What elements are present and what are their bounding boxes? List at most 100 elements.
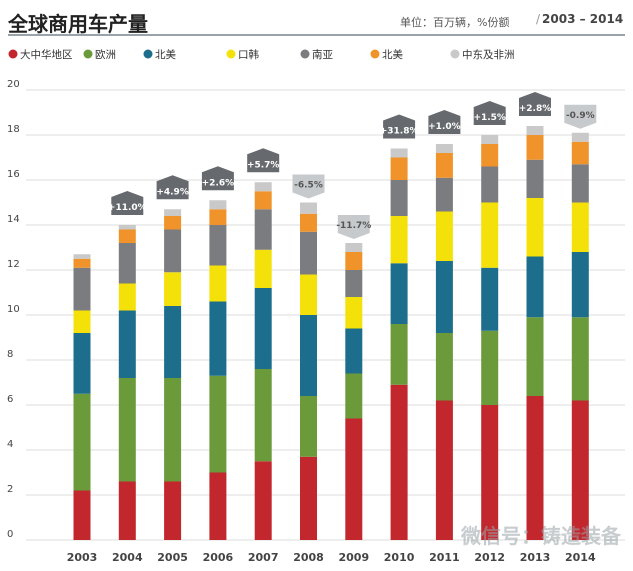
y-tick-label-10: 10 [7,304,20,315]
bar-2008-0 [300,456,317,540]
bar-2007-5 [254,191,272,210]
bar-2014-5 [571,141,589,165]
period-text: 2003 – 2014 [542,12,624,26]
y-tick-label-6: 6 [7,394,13,405]
bar-2011-5 [435,153,453,178]
bar-2010-3 [390,216,408,264]
bar-2008-2 [300,315,317,396]
bar-2014-1 [571,317,589,401]
x-tick-label-2008: 2008 [293,551,324,564]
bar-2004-2 [118,310,136,378]
x-tick-label-2004: 2004 [112,551,143,564]
bar-2005-0 [164,481,182,540]
bar-2011-1 [435,333,453,401]
bar-2014-4 [571,164,589,203]
bar-2005-2 [164,306,182,378]
annotation-badge-2010 [383,114,416,139]
bar-2013-6 [526,126,544,135]
bar-2008-3 [300,274,317,315]
bar-2004-4 [118,243,136,284]
bar-2014-2 [571,252,589,318]
chart-title: 全球商用车产量 [8,12,148,36]
period-label: /2003 – 2014 [536,12,624,26]
watermark-text: 微信号：铸造装备 [461,524,621,548]
bar-2003-3 [73,310,91,333]
bar-2008-4 [300,231,317,275]
annotation-badge-2011 [428,110,461,134]
annotation-text-2010: +31.8% [380,127,419,137]
bar-2013-5 [526,135,544,160]
legend-label-5: 北美 [382,48,403,61]
annotation-text-2012: +1.5% [473,113,506,123]
legend-swatch-1 [83,49,93,59]
y-tick-label-20: 20 [7,79,20,90]
bar-2003-4 [73,267,91,311]
bar-2003-6 [73,254,91,259]
bar-2007-2 [254,288,272,369]
y-tick-label-0: 0 [7,529,13,540]
annotation-badge-2008 [292,174,325,199]
bar-2012-1 [481,330,499,405]
bar-2011-6 [435,144,453,153]
legend-swatch-2 [143,49,153,59]
annotation-text-2007: +5.7% [247,160,280,170]
y-tick-label-2: 2 [7,484,13,495]
x-tick-label-2012: 2012 [474,551,505,564]
bar-2009-3 [345,297,363,329]
annotation-text-2011: +1.0% [428,122,461,132]
bar-2006-1 [209,375,227,473]
legend-label-6: 中东及非洲 [462,48,515,61]
bar-2012-6 [481,135,499,144]
bar-2010-2 [390,263,408,324]
annotation-badge-2012 [473,101,506,125]
bar-2006-0 [209,472,227,540]
bar-2013-2 [526,256,544,318]
legend-label-4: 南亚 [312,48,333,61]
y-tick-label-8: 8 [7,349,13,360]
bar-2014-6 [571,132,589,142]
annotation-text-2014: -0.9% [566,111,595,121]
bar-2005-1 [164,378,182,482]
legend-swatch-0 [8,49,18,59]
bar-2009-2 [345,328,363,374]
bar-2004-5 [118,229,136,243]
bar-2009-5 [345,252,363,270]
bar-2012-3 [481,202,499,268]
annotation-text-2008: -6.5% [294,181,323,191]
bar-2005-4 [164,229,182,273]
legend-label-1: 欧洲 [95,49,116,61]
bar-2013-3 [526,198,544,257]
bar-2010-5 [390,157,408,180]
bar-2009-1 [345,373,363,419]
legend-swatch-4 [300,49,310,59]
bar-2006-4 [209,225,227,266]
unit-label: 单位：百万辆，%份额 [400,16,510,29]
bar-2009-6 [345,243,363,252]
y-tick-label-14: 14 [7,214,20,225]
bar-2007-6 [254,182,272,192]
legend-swatch-3 [226,49,236,59]
bar-2013-0 [526,396,544,540]
bar-2003-2 [73,333,91,394]
header-rule [8,34,625,36]
annotation-text-2013: +2.8% [519,104,552,114]
bar-2014-3 [571,202,589,252]
bar-2006-6 [209,200,227,210]
bar-2004-6 [118,225,136,230]
x-tick-label-2014: 2014 [565,551,596,564]
bar-2012-0 [481,405,499,540]
annotation-badge-2005 [156,175,189,200]
y-tick-label-12: 12 [7,259,20,270]
annotation-badge-2006 [201,166,234,191]
annotation-text-2004: +11.0% [108,203,147,213]
y-tick-label-18: 18 [7,124,20,135]
bar-2013-4 [526,159,544,198]
legend-label-0: 大中华地区 [20,48,73,61]
bar-2007-4 [254,209,272,250]
legend-label-2: 北美 [155,48,176,61]
bar-2006-2 [209,301,227,376]
bar-2010-6 [390,148,408,158]
annotation-badge-2004 [111,191,144,215]
bar-2006-3 [209,265,227,302]
bar-2008-1 [300,396,317,457]
